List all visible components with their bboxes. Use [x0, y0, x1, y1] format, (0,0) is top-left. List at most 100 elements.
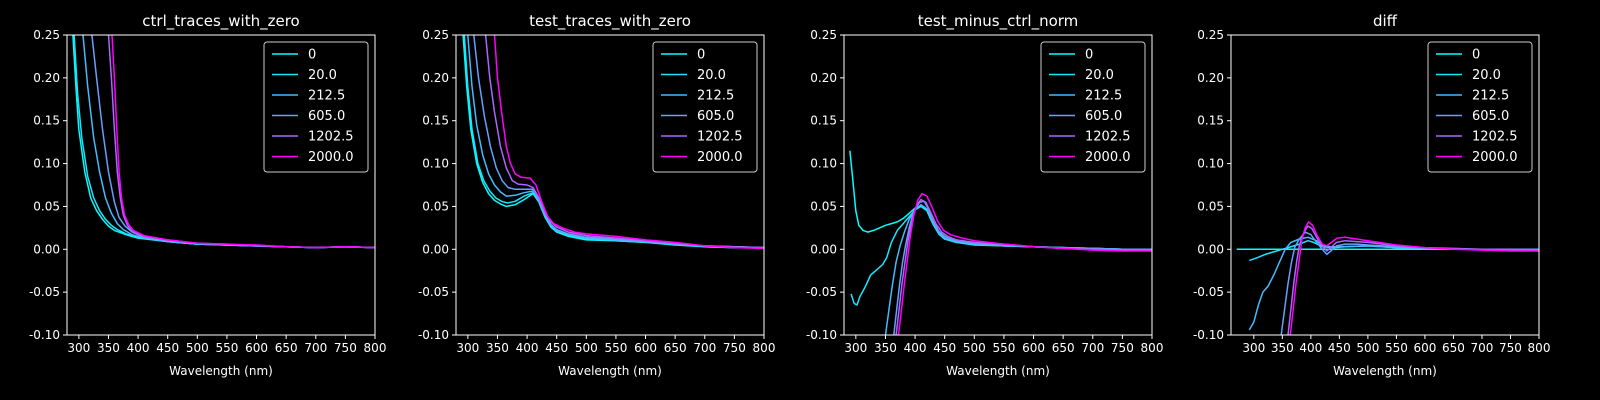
x-tick-label: 800 [1141, 341, 1164, 355]
x-tick-label: 650 [1442, 341, 1465, 355]
y-tick-label: 0.15 [1197, 114, 1224, 128]
x-tick-label: 700 [1081, 341, 1104, 355]
x-tick-label: 300 [1242, 341, 1265, 355]
x-tick-label: 600 [1022, 341, 1045, 355]
series-line-20.0 [850, 205, 1152, 306]
legend-label: 20.0 [308, 68, 337, 83]
y-tick-label: 0.00 [810, 242, 837, 256]
series-line-605.0 [1280, 231, 1539, 335]
chart-panel-3: 300 350 400 450 500 550 600 650 700 750 800 -0.10 -0… [806, 12, 1164, 378]
chart-title: ctrl_traces_with_zero [142, 12, 299, 31]
y-tick-label: -0.10 [29, 328, 60, 342]
y-tick-label: 0.05 [1197, 199, 1224, 213]
y-tick-label: 0.15 [810, 114, 837, 128]
x-axis-label: Wavelength (nm) [1333, 364, 1437, 378]
x-tick-label: 350 [486, 341, 509, 355]
x-tick-label: 750 [1111, 341, 1134, 355]
chart-title: diff [1373, 12, 1398, 30]
y-tick-label: 0.10 [422, 157, 449, 171]
legend: 0 20.0 212.5 605.0 1202.5 2000.0 [1040, 41, 1146, 173]
legend-label: 605.0 [308, 109, 345, 124]
series-line-1202.5 [484, 35, 764, 249]
y-tick-label: -0.05 [806, 285, 837, 299]
y-tick-label: 0.25 [422, 28, 449, 42]
axes-frame [455, 34, 765, 336]
legend-label: 20.0 [1472, 68, 1501, 83]
x-tick-label: 750 [334, 341, 357, 355]
series-group [849, 150, 1152, 335]
x-axis-label: Wavelength (nm) [169, 364, 273, 378]
y-tick-label: -0.05 [1193, 285, 1224, 299]
legend-label: 1202.5 [308, 130, 354, 145]
series-line-1202.5 [1287, 225, 1539, 335]
chart-panel-1: 300 350 400 450 500 550 600 650 700 750 800 -0.10 -0… [29, 12, 387, 378]
y-tick-label: 0.00 [1197, 242, 1224, 256]
x-tick-label: 400 [516, 341, 539, 355]
x-tick-label: 300 [844, 341, 867, 355]
x-tick-label: 650 [275, 341, 298, 355]
y-tick-label: 0.05 [810, 199, 837, 213]
legend-label: 212.5 [697, 89, 734, 104]
axes-frame [843, 34, 1153, 336]
legend-label: 1202.5 [1085, 130, 1131, 145]
legend-label: 605.0 [1085, 109, 1122, 124]
axes-frame [66, 34, 376, 336]
y-tick-label: -0.05 [418, 285, 449, 299]
x-tick-label: 700 [693, 341, 716, 355]
x-tick-label: 700 [1471, 341, 1494, 355]
legend: 0 20.0 212.5 605.0 1202.5 2000.0 [263, 41, 369, 173]
y-tick-label: 0.20 [1197, 71, 1224, 85]
x-tick-label: 450 [1328, 341, 1351, 355]
chart-title: test_traces_with_zero [529, 12, 691, 31]
legend-label: 20.0 [1085, 68, 1114, 83]
legend-label: 2000.0 [697, 150, 743, 165]
x-tick-label: 450 [545, 341, 568, 355]
series-line-212.5 [884, 203, 1152, 335]
legend-label: 0 [697, 48, 705, 63]
y-tick-label: 0.10 [1197, 157, 1224, 171]
x-axis-label: Wavelength (nm) [946, 364, 1050, 378]
x-tick-label: 500 [1356, 341, 1379, 355]
y-tick-label: 0.00 [33, 242, 60, 256]
y-tick-label: 0.05 [33, 199, 60, 213]
chart-panel-4: 300 350 400 450 500 550 600 650 700 750 800 -0.10 -0… [1193, 12, 1551, 378]
x-axis-label: Wavelength (nm) [558, 364, 662, 378]
series-line-2000.0 [897, 192, 1152, 335]
x-tick-label: 750 [1499, 341, 1522, 355]
y-tick-label: -0.05 [29, 285, 60, 299]
x-tick-label: 350 [97, 341, 120, 355]
legend: 0 20.0 212.5 605.0 1202.5 2000.0 [1427, 41, 1533, 173]
legend-label: 1202.5 [697, 130, 743, 145]
series-line-2000.0 [111, 35, 375, 249]
series-line-2000.0 [493, 35, 764, 250]
legend-label: 605.0 [697, 109, 734, 124]
y-tick-label: 0.25 [1197, 28, 1224, 42]
x-tick-label: 500 [186, 341, 209, 355]
legend-label: 605.0 [1472, 109, 1509, 124]
x-tick-label: 300 [456, 341, 479, 355]
y-tick-label: 0.25 [33, 28, 60, 42]
x-tick-label: 400 [127, 341, 150, 355]
y-tick-label: 0.15 [33, 114, 60, 128]
series-line-605.0 [473, 35, 764, 249]
series-group [462, 35, 764, 250]
legend-label: 2000.0 [1085, 150, 1131, 165]
y-tick-label: 0.05 [422, 199, 449, 213]
y-tick-label: 0.10 [810, 157, 837, 171]
legend-label: 0 [308, 48, 316, 63]
x-tick-label: 550 [215, 341, 238, 355]
x-tick-label: 550 [992, 341, 1015, 355]
legend-label: 2000.0 [1472, 150, 1518, 165]
series-line-1202.5 [895, 198, 1152, 335]
x-tick-label: 350 [874, 341, 897, 355]
x-tick-label: 800 [364, 341, 387, 355]
series-group [1236, 221, 1539, 335]
legend-label: 0 [1472, 48, 1480, 63]
legend-label: 0 [1085, 48, 1093, 63]
y-tick-label: -0.10 [1193, 328, 1224, 342]
x-tick-label: 650 [664, 341, 687, 355]
x-tick-label: 550 [1385, 341, 1408, 355]
x-tick-label: 400 [904, 341, 927, 355]
legend-label: 20.0 [697, 68, 726, 83]
